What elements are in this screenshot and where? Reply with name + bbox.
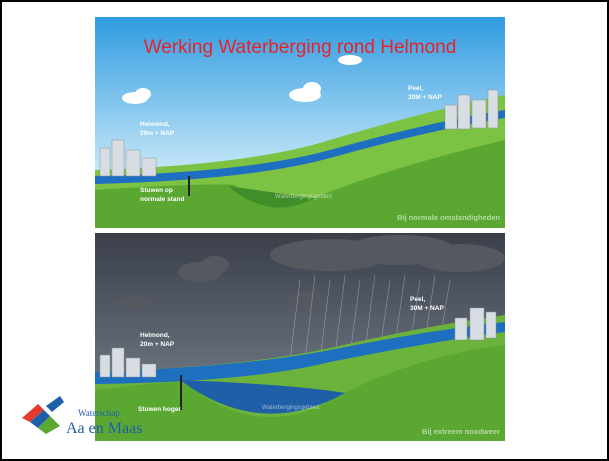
- slide: Werking Waterberging rond Helmond Helmon…: [0, 0, 609, 461]
- city-height: 30M + NAP: [408, 94, 442, 101]
- caption: Bij normale omstandigheden: [397, 213, 500, 222]
- city-label: Peel,: [408, 85, 423, 92]
- weir-label: normale stand: [140, 196, 184, 203]
- slide-title: Werking Waterberging rond Helmond: [144, 37, 457, 58]
- city-height: 20m + NAP: [140, 130, 175, 137]
- basin-label: Waterbergingsgebied: [262, 405, 319, 411]
- city-label: Helmond,: [140, 121, 170, 128]
- city-label: Peel,: [410, 296, 425, 303]
- city-height: 20m + NAP: [140, 341, 175, 348]
- city-label: Helmond,: [140, 332, 170, 339]
- weir-label: Stuwen op: [140, 187, 173, 194]
- caption: Bij extreem noodweer: [422, 427, 500, 436]
- basin-label: Waterbergingsgebied: [275, 194, 332, 200]
- logo-text: Waterschap: [78, 408, 120, 418]
- weir-label: Stuwen hoger: [138, 406, 181, 413]
- logo-text: Aa en Maas: [66, 420, 142, 437]
- city-height: 30M + NAP: [410, 305, 444, 312]
